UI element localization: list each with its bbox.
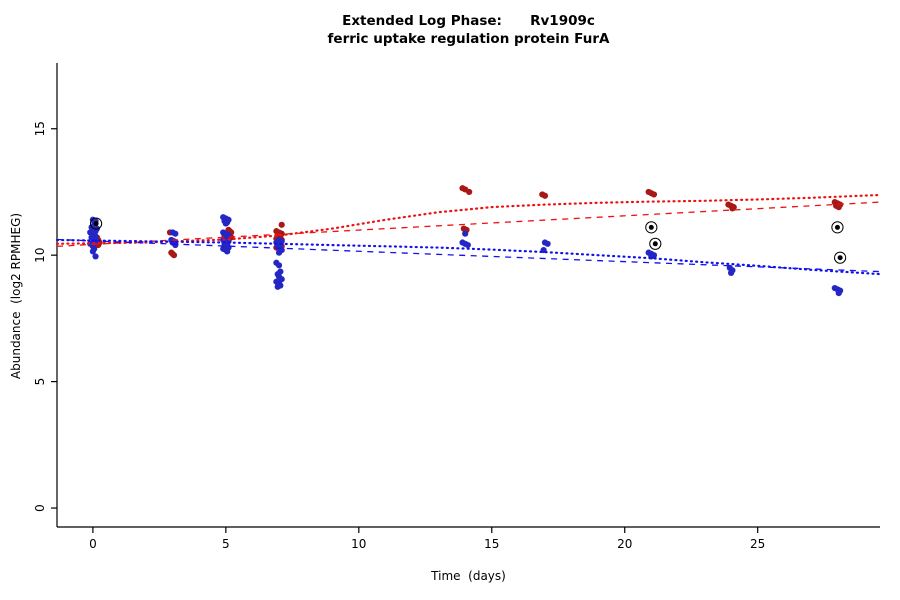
flagged-point-ring [834,251,847,264]
red-trend-dashed [56,201,881,247]
x-tick-label: 15 [484,537,499,551]
data-point [224,248,231,255]
data-point [727,269,735,276]
axes [56,63,880,528]
y-tick-label: 5 [33,378,47,386]
data-point [92,253,99,260]
data-point [278,221,285,228]
data-point [89,248,96,255]
y-axis-label: Abundance (log2 RPMHEG) [9,212,23,380]
flagged-point-ring [89,217,103,230]
flagged-point-dot [652,241,658,247]
data-point [464,241,471,249]
data-point [729,205,736,212]
red-trend-dashed-group [56,201,881,247]
data-point [541,192,549,199]
flagged-point-dot [648,224,654,230]
x-tick-label: 20 [617,537,632,551]
x-tick-label: 0 [89,537,97,551]
data-point [172,230,179,237]
x-axis-label: Time (days) [431,569,506,583]
data-point [835,204,842,211]
flagged-point-ring [831,221,844,234]
flagged-points-group [89,217,847,264]
flagged-point-dot [93,221,99,227]
data-point [466,188,473,196]
data-point [275,249,283,256]
y-tick-label: 10 [33,248,47,263]
x-tick-label: 5 [222,537,230,551]
data-point [650,191,658,198]
y-tick-label: 15 [33,121,47,136]
red-trend-dotted [55,193,882,245]
chart-title: Extended Log Phase: Rv1909c ferric uptak… [57,12,880,48]
x-axis-ticks: 0 5 10 15 20 25 [89,527,765,551]
data-point [222,220,229,227]
data-point [274,283,281,290]
chart-title-line2: ferric uptake regulation protein FurA [327,31,610,47]
data-point [544,240,551,247]
flagged-point-dot [834,224,840,230]
data-point [172,241,179,249]
x-tick-label: 25 [750,537,765,551]
red-trend-dotted-group [55,193,882,245]
y-tick-label: 0 [33,504,47,512]
blue-trend-dotted-group [55,238,882,276]
blue-trend-dotted [55,238,882,276]
data-point [275,262,283,269]
blue-points-group [87,214,844,297]
flagged-point-dot [837,255,843,261]
data-point [169,250,176,258]
flagged-point-ring [649,237,662,250]
flagged-point-ring [645,221,658,234]
data-point [835,290,842,297]
y-axis-ticks: 0 5 10 15 [33,121,57,512]
chart-title-line1: Extended Log Phase: Rv1909c [342,13,595,29]
x-tick-label: 10 [351,537,366,551]
data-point [462,230,469,237]
